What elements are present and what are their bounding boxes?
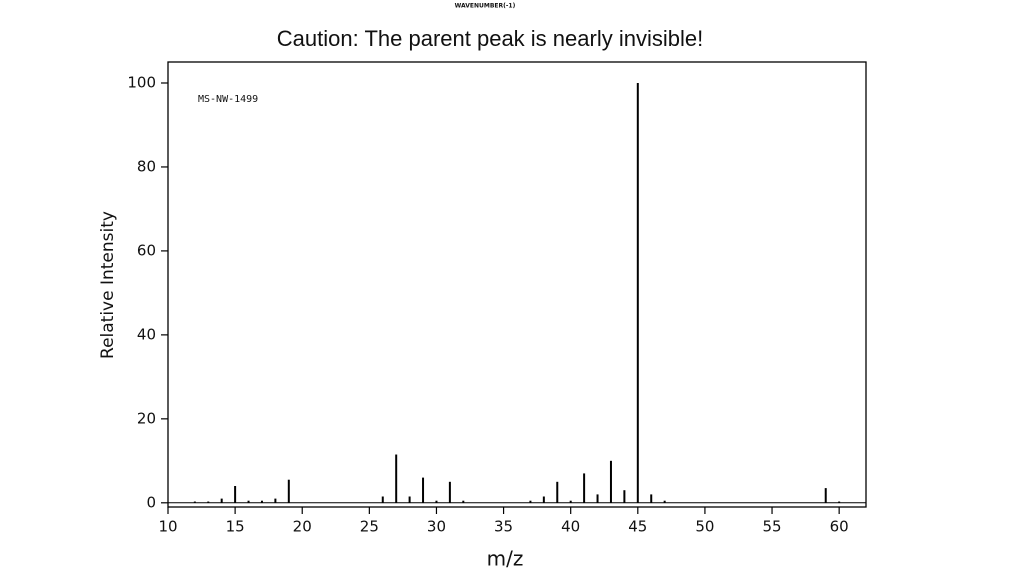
annotation: MS-NW-1499 <box>198 94 258 105</box>
x-tick-label: 10 <box>158 518 177 536</box>
y-axis-label: Relative Intensity <box>98 211 118 359</box>
x-tick-label: 30 <box>427 518 446 536</box>
x-tick-label: 50 <box>695 518 714 536</box>
x-tick-label: 25 <box>360 518 379 536</box>
plot-frame <box>167 61 867 508</box>
x-tick-label: 20 <box>293 518 312 536</box>
x-axis-label: m/z <box>487 547 524 571</box>
x-tick-label: 40 <box>561 518 580 536</box>
y-tick-label: 40 <box>137 325 156 343</box>
y-tick-label: 0 <box>146 493 156 511</box>
x-tick-label: 55 <box>762 518 781 536</box>
y-tick-label: 100 <box>127 73 156 91</box>
chart-title: Caution: The parent peak is nearly invis… <box>277 26 703 51</box>
x-tick-label: 35 <box>494 518 513 536</box>
x-tick-label: 60 <box>830 518 849 536</box>
y-tick-label: 80 <box>137 157 156 175</box>
y-tick-label: 60 <box>137 241 156 259</box>
x-tick-label: 15 <box>226 518 245 536</box>
header: WAVENUMBER(-1) <box>455 3 516 10</box>
x-tick-label: 45 <box>628 518 647 536</box>
y-tick-label: 20 <box>137 409 156 427</box>
